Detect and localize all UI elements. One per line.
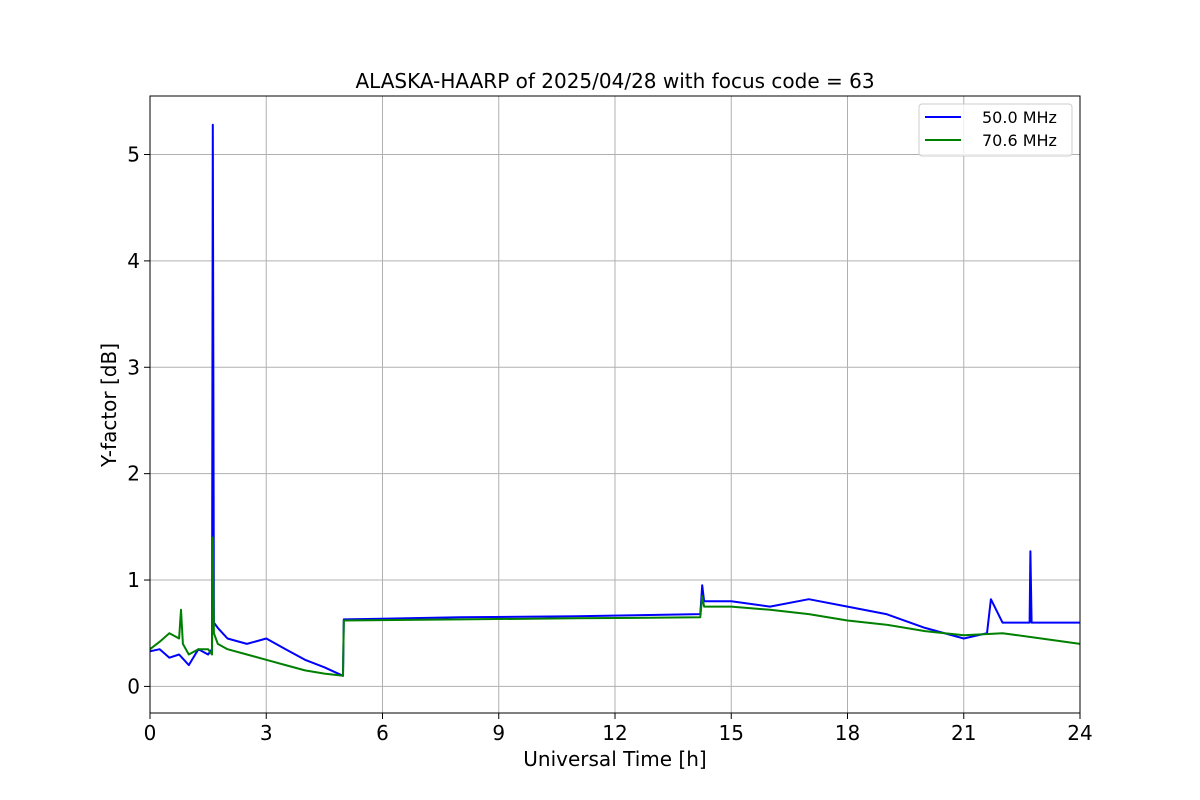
y-tick-label: 3: [127, 355, 140, 379]
legend-label-2: 70.6 MHz: [982, 131, 1057, 150]
x-tick-label: 24: [1067, 721, 1092, 745]
y-axis-ticks: 0 1 2 3 4 5: [127, 143, 150, 698]
series-line-2: [149, 536, 1081, 677]
chart-title: ALASKA-HAARP of 2025/04/28 with focus co…: [355, 69, 874, 93]
x-tick-label: 3: [260, 721, 273, 745]
x-tick-label: 6: [376, 721, 389, 745]
y-axis-title: Y-factor [dB]: [97, 343, 121, 468]
grid-lines: [149, 96, 1081, 713]
x-tick-label: 0: [144, 721, 157, 745]
series-layer: [149, 123, 1081, 677]
x-tick-label: 12: [602, 721, 627, 745]
x-tick-label: 18: [835, 721, 860, 745]
y-tick-label: 2: [127, 462, 140, 486]
legend: 50.0 MHz 70.6 MHz: [918, 103, 1073, 157]
x-tick-label: 9: [492, 721, 505, 745]
x-tick-label: 21: [951, 721, 976, 745]
x-axis-title: Universal Time [h]: [523, 747, 706, 771]
x-tick-label: 15: [719, 721, 744, 745]
series-line-1: [149, 123, 1080, 677]
x-axis-ticks: 0 3 6 9 12 15 18 21 24: [144, 713, 1093, 745]
legend-label-1: 50.0 MHz: [982, 108, 1057, 127]
y-tick-label: 1: [127, 568, 140, 592]
y-tick-label: 4: [127, 249, 140, 273]
y-tick-label: 0: [127, 674, 140, 698]
y-tick-label: 5: [127, 143, 140, 167]
